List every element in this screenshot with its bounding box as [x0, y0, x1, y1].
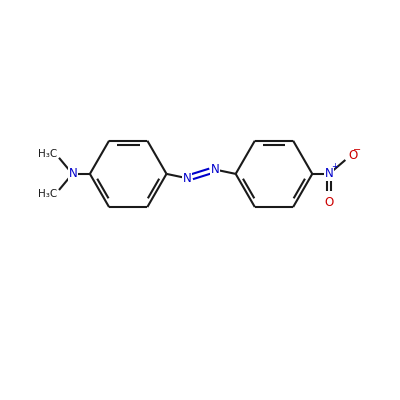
Text: O: O	[349, 149, 358, 162]
Text: O: O	[324, 196, 334, 209]
Text: N: N	[211, 163, 219, 176]
Text: N: N	[69, 167, 78, 180]
Text: +: +	[332, 162, 338, 170]
Text: H₃C: H₃C	[38, 189, 57, 199]
Text: −: −	[354, 144, 362, 154]
Text: H₃C: H₃C	[38, 149, 57, 159]
Text: N: N	[324, 167, 333, 180]
Text: N: N	[183, 172, 192, 185]
